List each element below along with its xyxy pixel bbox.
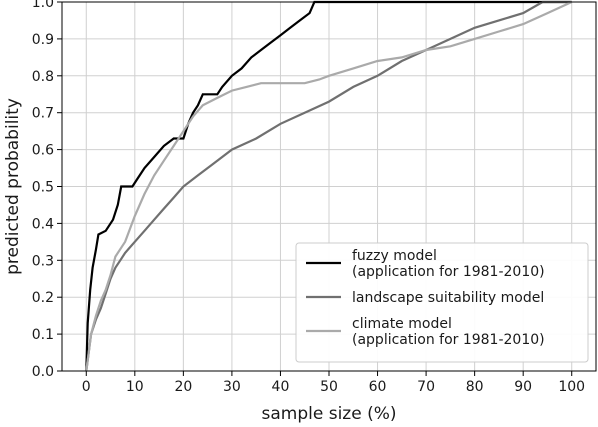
x-tick-label: 10	[126, 379, 144, 395]
x-axis-label: sample size (%)	[262, 404, 397, 424]
y-tick-label: 0.0	[32, 364, 54, 380]
y-axis-label: predicted probability	[3, 98, 23, 275]
y-tick-label: 0.6	[32, 143, 54, 159]
series-line-1	[85, 0, 572, 372]
y-tick-label: 0.2	[32, 290, 54, 306]
legend: fuzzy model (application for 1981-2010) la…	[295, 242, 589, 363]
x-tick-label: 80	[466, 379, 484, 395]
x-tick-label: 50	[320, 379, 338, 395]
x-tick-label: 70	[417, 379, 435, 395]
x-tick-label: 30	[223, 379, 241, 395]
y-tick-label: 0.7	[32, 106, 54, 122]
series-line-2	[85, 1, 573, 372]
y-tick-label: 0.3	[32, 253, 54, 269]
legend-entry-1: landscape suitability model	[352, 290, 544, 306]
x-tick-label: 90	[514, 379, 532, 395]
x-tick-label: 100	[558, 379, 585, 395]
x-tick-label: 40	[272, 379, 290, 395]
legend-box	[295, 242, 589, 363]
series-layer	[85, 0, 573, 372]
ticks: 0 10 20 30 40 50 60 70 80 90 100 0.0 0.1 0.2 0.3 0.4 0.5…	[32, 0, 585, 395]
legend-entry-2: climate model (application for 1981-2010)	[352, 316, 545, 348]
x-tick-label: 0	[82, 379, 91, 395]
y-tick-label: 1.0	[32, 0, 54, 11]
y-tick-label: 0.8	[32, 69, 54, 85]
y-tick-label: 0.4	[32, 216, 54, 232]
y-tick-label: 0.1	[32, 327, 54, 343]
y-tick-label: 0.9	[32, 32, 54, 48]
y-tick-label: 0.5	[32, 180, 54, 196]
x-tick-label: 60	[369, 379, 387, 395]
x-tick-label: 20	[174, 379, 192, 395]
legend-entry-0: fuzzy model (application for 1981-2010)	[352, 248, 545, 280]
